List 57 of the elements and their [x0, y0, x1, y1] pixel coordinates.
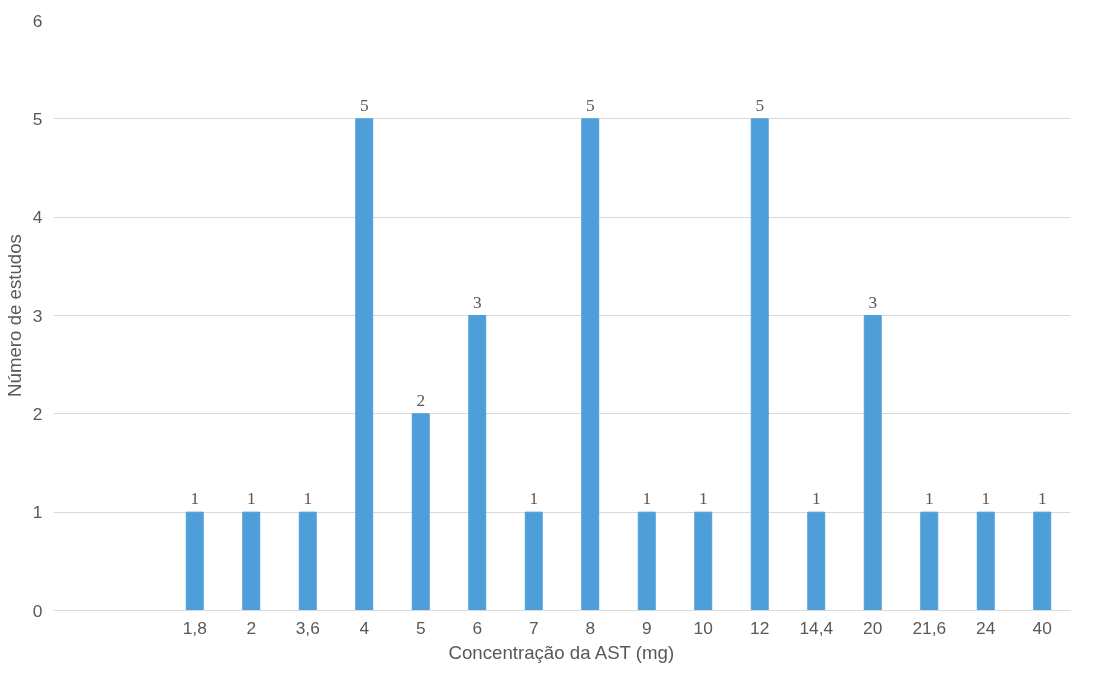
x-tick-label: 5	[415, 617, 426, 638]
y-tick-label: 4	[32, 207, 43, 228]
y-tick-label: 2	[32, 403, 43, 424]
y-tick-label: 0	[32, 600, 43, 621]
data-label: 1	[924, 489, 934, 509]
data-label: 5	[359, 95, 369, 115]
y-tick-label: 1	[32, 502, 43, 523]
bar	[750, 118, 769, 611]
bar	[355, 118, 374, 611]
data-label: 1	[303, 489, 313, 509]
x-tick-label: 14,4	[799, 617, 834, 638]
bar	[694, 511, 713, 611]
data-label: 1	[698, 489, 708, 509]
data-label: 1	[981, 489, 991, 509]
data-label: 5	[585, 95, 595, 115]
data-label: 1	[529, 489, 539, 509]
data-label: 1	[246, 489, 256, 509]
bar	[468, 315, 487, 611]
data-label: 2	[416, 390, 426, 410]
x-tick-label: 7	[528, 617, 539, 638]
bar	[242, 511, 261, 611]
x-tick-label: 4	[359, 617, 370, 638]
bar	[807, 511, 826, 611]
x-tick-label: 6	[472, 617, 483, 638]
x-tick-label: 40	[1032, 617, 1052, 638]
y-tick-label: 3	[32, 305, 43, 326]
x-tick-label: 9	[641, 617, 652, 638]
data-label: 1	[642, 489, 652, 509]
x-tick-label: 10	[693, 617, 713, 638]
bar	[976, 511, 995, 611]
data-label: 1	[190, 489, 200, 509]
bar	[1033, 511, 1052, 611]
data-label: 1	[811, 489, 821, 509]
data-label: 1	[1037, 489, 1047, 509]
y-tick-label: 6	[32, 10, 43, 31]
data-label: 5	[755, 95, 765, 115]
bar	[411, 413, 430, 611]
x-tick-label: 24	[976, 617, 996, 638]
bar	[298, 511, 317, 611]
bar	[185, 511, 204, 611]
x-tick-label: 12	[750, 617, 770, 638]
data-label: 3	[472, 292, 482, 312]
bar	[524, 511, 543, 611]
data-label: 3	[868, 292, 878, 312]
bar	[863, 315, 882, 611]
x-tick-label: 1,8	[182, 617, 207, 638]
bar	[637, 511, 656, 611]
x-tick-label: 20	[863, 617, 883, 638]
x-tick-label: 21,6	[912, 617, 947, 638]
x-tick-label: 2	[246, 617, 257, 638]
x-tick-label: 3,6	[295, 617, 320, 638]
bar	[920, 511, 939, 611]
x-axis-title: Concentração da AST (mg)	[448, 641, 675, 663]
y-axis-title: Número de estudos	[3, 234, 25, 397]
y-tick-label: 5	[32, 108, 43, 129]
x-tick-label: 8	[585, 617, 596, 638]
bar	[581, 118, 600, 611]
